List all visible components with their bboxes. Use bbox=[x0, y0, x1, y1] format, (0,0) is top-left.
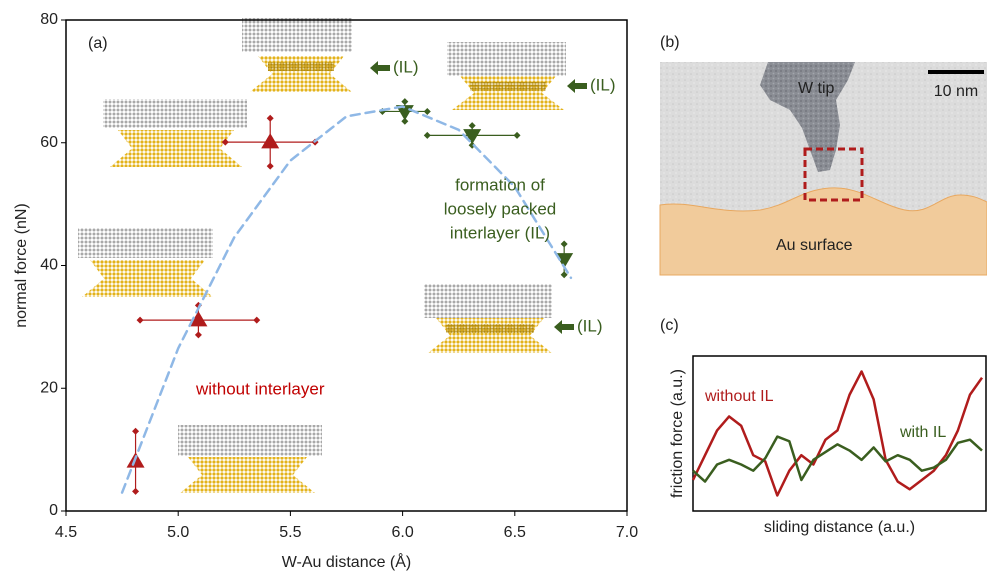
error-cap bbox=[468, 122, 476, 130]
error-cap bbox=[221, 138, 229, 146]
au-surface bbox=[659, 187, 987, 276]
annotation: formation of bbox=[455, 175, 545, 194]
tem-image: 10 nm W tip Au surface (b) bbox=[659, 34, 987, 276]
annotation: loosely packed bbox=[444, 199, 556, 218]
error-cap bbox=[513, 131, 521, 139]
error-cap bbox=[423, 107, 431, 115]
gold-atoms bbox=[82, 260, 213, 297]
fit-curve bbox=[120, 105, 573, 494]
data-point bbox=[555, 253, 574, 269]
scale-label: 10 nm bbox=[934, 83, 978, 100]
tip-atoms bbox=[178, 425, 322, 456]
interlayer-atoms bbox=[470, 82, 546, 91]
y-tick-label: 0 bbox=[49, 502, 58, 519]
zoom-box bbox=[803, 147, 864, 202]
error-cap bbox=[194, 331, 202, 339]
tip-label: W tip bbox=[798, 80, 835, 97]
error-cap bbox=[560, 240, 568, 248]
gold-atoms bbox=[250, 56, 352, 92]
error-cap bbox=[132, 487, 140, 495]
friction-line bbox=[691, 370, 984, 497]
annotation: without interlayer bbox=[195, 379, 325, 398]
x-tick-label: 7.0 bbox=[616, 524, 638, 541]
error-cap bbox=[132, 427, 140, 435]
plot-frame bbox=[692, 355, 987, 512]
error-cap bbox=[560, 271, 568, 279]
error-cap bbox=[266, 114, 274, 122]
y-tick-label: 60 bbox=[40, 134, 58, 151]
annotation-arrow bbox=[554, 320, 574, 334]
x-tick-label: 4.5 bbox=[55, 524, 77, 541]
error-cap bbox=[401, 117, 409, 125]
tip-atoms bbox=[424, 284, 552, 318]
interlayer-atoms bbox=[268, 62, 334, 71]
tip-atoms bbox=[103, 99, 247, 128]
gold-atoms bbox=[180, 457, 315, 493]
annotation: (IL) bbox=[393, 57, 419, 76]
x-tick-label: 6.5 bbox=[504, 524, 526, 541]
data-point bbox=[463, 129, 482, 145]
gold-atoms bbox=[110, 130, 242, 167]
interlayer-atoms bbox=[446, 324, 534, 333]
series-label: with IL bbox=[899, 424, 946, 441]
tip-atoms bbox=[242, 18, 352, 52]
y-tick-label: 40 bbox=[40, 257, 58, 274]
panel-label: (b) bbox=[660, 34, 680, 51]
data-point bbox=[261, 133, 280, 149]
annotation-arrow bbox=[370, 61, 390, 75]
annotation-arrow bbox=[567, 79, 587, 93]
x-axis-label: sliding distance (a.u.) bbox=[764, 519, 915, 536]
panel-label: (a) bbox=[88, 35, 108, 52]
y-tick-label: 80 bbox=[40, 11, 58, 28]
y-axis-label: normal force (nN) bbox=[13, 203, 30, 327]
annotation: interlayer (IL) bbox=[450, 223, 550, 242]
error-cap bbox=[266, 162, 274, 170]
surface-label: Au surface bbox=[776, 237, 853, 254]
panel-label: (c) bbox=[660, 317, 679, 334]
series-label: without IL bbox=[704, 388, 774, 405]
error-cap bbox=[253, 316, 261, 324]
error-cap bbox=[136, 316, 144, 324]
annotation: (IL) bbox=[590, 75, 616, 94]
y-axis-label: friction force (a.u.) bbox=[669, 369, 686, 498]
error-cap bbox=[401, 98, 409, 106]
annotation: (IL) bbox=[577, 316, 603, 335]
x-axis-label: W-Au distance (Å) bbox=[282, 552, 412, 571]
tip-atoms bbox=[447, 42, 566, 76]
gold-atoms bbox=[428, 318, 552, 353]
gold-atoms bbox=[452, 76, 564, 110]
y-tick-label: 20 bbox=[40, 379, 58, 396]
data-point bbox=[189, 311, 208, 327]
w-tip bbox=[760, 62, 855, 172]
friction-line bbox=[692, 435, 983, 483]
error-cap bbox=[423, 131, 431, 139]
x-tick-label: 5.5 bbox=[279, 524, 301, 541]
x-tick-label: 5.0 bbox=[167, 524, 189, 541]
x-tick-label: 6.0 bbox=[391, 524, 413, 541]
tip-atoms bbox=[78, 228, 213, 258]
